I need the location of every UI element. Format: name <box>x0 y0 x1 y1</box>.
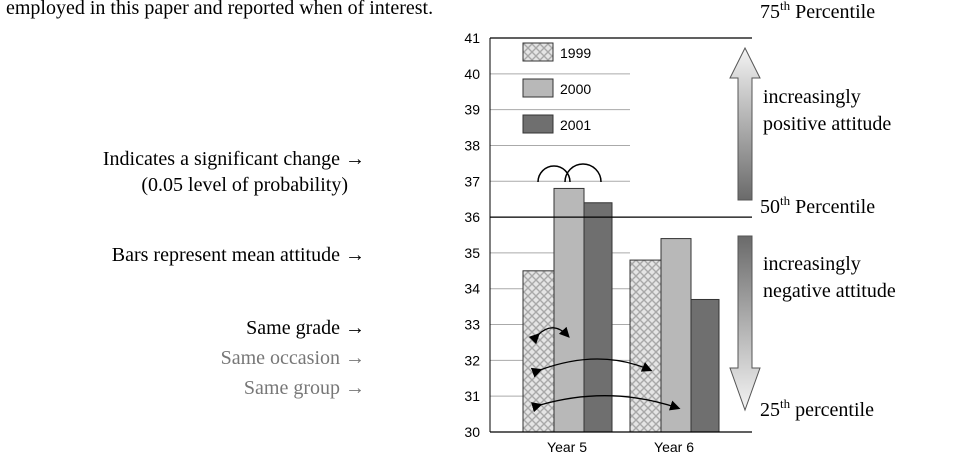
percentile-number: 50 <box>760 196 780 218</box>
percentile-label: 75th Percentile <box>760 0 875 23</box>
y-tick-label: 40 <box>464 66 480 82</box>
x-tick-label: Year 5 <box>547 439 587 455</box>
y-tick-label: 34 <box>464 281 480 297</box>
y-tick-label: 31 <box>464 388 480 404</box>
same-occasion-arrow <box>530 358 653 378</box>
plot: 30 31 32 33 34 35 36 37 38 39 40 41 Year 5 Year 6 1999… <box>464 0 875 455</box>
attitude-note: increasingly <box>763 253 861 275</box>
percentile-number: 25 <box>760 399 780 421</box>
attitude-note: increasingly <box>763 86 861 108</box>
percentile-number: 75 <box>760 1 780 23</box>
annotation: (0.05 level of probability) <box>141 174 348 196</box>
percentile-text: percentile <box>795 399 874 421</box>
significance-arc <box>537 165 571 183</box>
attitude-note: negative attitude <box>763 280 896 302</box>
bar <box>583 202 613 433</box>
same-grade-arrow <box>528 326 570 345</box>
legend-label: 2000 <box>560 81 591 97</box>
bar <box>522 270 555 433</box>
annotation: Indicates a significant change → <box>103 148 365 170</box>
y-tick-label: 33 <box>464 317 480 333</box>
y-tick-label: 39 <box>464 102 480 118</box>
annotation: Same occasion → <box>221 347 365 369</box>
percentile-text: Percentile <box>795 196 875 218</box>
legend-label: 1999 <box>560 45 591 61</box>
annotation: Same group → <box>244 377 365 399</box>
bar <box>553 187 585 433</box>
y-tick-label: 41 <box>464 30 480 46</box>
header-text: employed in this paper and reported when… <box>6 0 433 19</box>
annotation: Bars represent mean attitude → <box>112 244 365 266</box>
x-tick-label: Year 6 <box>654 439 694 455</box>
percentile-label: 50th Percentile <box>760 193 875 218</box>
y-tick-label: 32 <box>464 352 480 368</box>
bar <box>690 298 720 433</box>
y-tick-label: 35 <box>464 245 480 261</box>
bar <box>660 238 692 433</box>
percentile-suffix: th <box>780 0 791 13</box>
percentile-suffix: th <box>780 193 791 208</box>
annotation: Same grade → <box>246 317 365 339</box>
y-tick-label: 37 <box>464 173 480 189</box>
legend-swatch <box>522 78 554 98</box>
percentile-text: Percentile <box>795 1 875 23</box>
legend-swatch <box>522 42 554 62</box>
significance-arc <box>564 163 602 183</box>
y-tick-label: 30 <box>464 424 480 440</box>
same-group-arrow <box>531 395 681 413</box>
percentile-suffix: th <box>780 396 791 411</box>
attitude-note: positive attitude <box>763 113 891 135</box>
y-tick-label: 38 <box>464 137 480 153</box>
bar <box>629 259 662 433</box>
percentile-label: 25th percentile <box>760 396 874 421</box>
legend-label: 2001 <box>560 117 591 133</box>
y-tick-label: 36 <box>464 209 480 225</box>
legend-swatch <box>522 114 554 134</box>
up-arrow <box>729 46 761 201</box>
down-arrow <box>729 235 761 412</box>
